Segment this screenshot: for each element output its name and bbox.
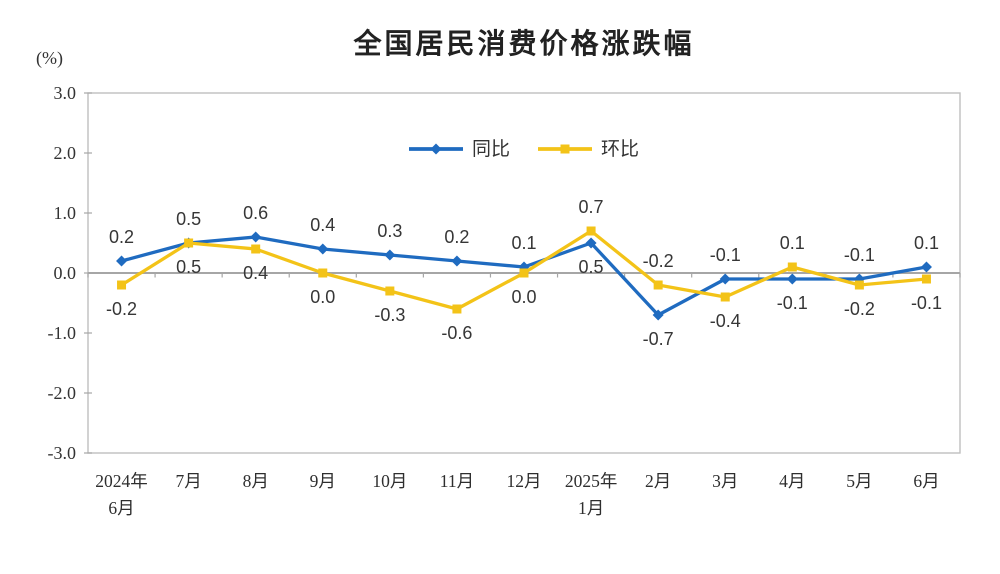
data-label-yoy: 0.3 [377,221,402,241]
data-label-yoy: 0.5 [176,209,201,229]
x-axis-tick-label: 8月 [243,471,269,491]
diamond-marker-yoy [652,309,664,321]
diamond-marker-yoy [384,249,396,261]
legend-square-marker-icon [538,144,592,154]
data-label-yoy: 0.1 [511,233,536,253]
square-marker-mom [720,292,730,302]
diamond-marker-yoy [585,237,597,249]
data-label-yoy: 0.4 [310,215,335,235]
diamond-marker-yoy [786,273,798,285]
x-axis-tick-label: 7月 [175,471,201,491]
y-axis-tick-label: 2.0 [54,143,77,163]
square-marker-mom [385,286,395,296]
legend-item-mom: 环比 [538,140,639,159]
data-label-mom: 0.0 [310,287,335,307]
legend-label-mom: 环比 [601,138,640,160]
x-axis-tick-label: 12月 [507,471,542,491]
square-marker-mom [184,238,194,248]
x-axis-tick-label: 10月 [372,471,407,491]
data-label-yoy: -0.1 [844,245,875,265]
square-marker-mom [586,226,596,236]
legend-diamond-marker-icon [408,143,463,155]
data-label-mom: 0.0 [511,287,536,307]
square-marker-mom [787,262,797,272]
square-marker-mom [318,268,328,278]
x-axis-tick-label: 9月 [310,471,336,491]
y-axis-tick-label: 1.0 [54,203,77,223]
data-label-yoy: -0.1 [710,245,741,265]
square-marker-mom [117,280,127,290]
y-axis-unit-label: (%) [36,48,63,68]
data-label-mom: -0.1 [911,293,942,313]
data-label-yoy: 0.2 [109,227,134,247]
data-label-mom: -0.6 [441,323,472,343]
y-axis-tick-label: 0.0 [54,263,77,283]
x-axis-tick-label: 2025年 1月 [565,471,618,518]
y-axis-tick-label: -2.0 [48,383,77,403]
data-label-mom: -0.2 [643,251,674,271]
y-axis-tick-label: -3.0 [48,443,77,463]
square-marker-mom [519,268,529,278]
x-axis-tick-label: 5月 [846,471,872,491]
data-label-mom: 0.1 [780,233,805,253]
diamond-marker-yoy [920,261,932,273]
data-label-yoy: 0.2 [444,227,469,247]
x-axis-tick-label: 2024年 6月 [95,471,148,518]
x-axis-tick-label: 2月 [645,471,671,491]
diamond-marker-yoy [317,243,329,255]
x-axis-tick-label: 6月 [913,471,939,491]
square-marker-mom [854,280,864,290]
x-axis-tick-label: 4月 [779,471,805,491]
x-axis-tick-label: 11月 [440,471,474,491]
data-label-mom: -0.3 [374,305,405,325]
square-marker-mom [653,280,663,290]
square-marker-mom [452,304,462,314]
data-label-yoy: -0.1 [777,293,808,313]
data-label-yoy: -0.7 [643,329,674,349]
data-label-mom: 0.4 [243,263,268,283]
square-marker-mom [251,244,261,254]
square-marker-mom [921,274,931,284]
data-label-mom: -0.4 [710,311,741,331]
legend-item-yoy: 同比 [408,138,510,160]
y-axis-tick-label: -1.0 [48,323,77,343]
diamond-marker-yoy [451,255,463,267]
x-axis-tick-label: 3月 [712,471,738,491]
diamond-marker-yoy [719,273,731,285]
data-label-yoy: 0.6 [243,203,268,223]
data-label-mom: 0.7 [579,197,604,217]
data-label-mom: -0.2 [106,299,137,319]
diamond-marker-yoy [116,255,128,267]
diamond-marker-yoy [250,231,262,243]
data-label-yoy: 0.5 [579,257,604,277]
data-label-mom: 0.5 [176,257,201,277]
chart-title: 全国居民消费价格涨跌幅 [353,28,695,59]
legend-label-yoy: 同比 [471,138,510,160]
data-label-mom: -0.2 [844,299,875,319]
y-axis-tick-label: 3.0 [54,83,77,103]
data-label-yoy: 0.1 [914,233,939,253]
legend: 同比 环比 [88,136,960,162]
